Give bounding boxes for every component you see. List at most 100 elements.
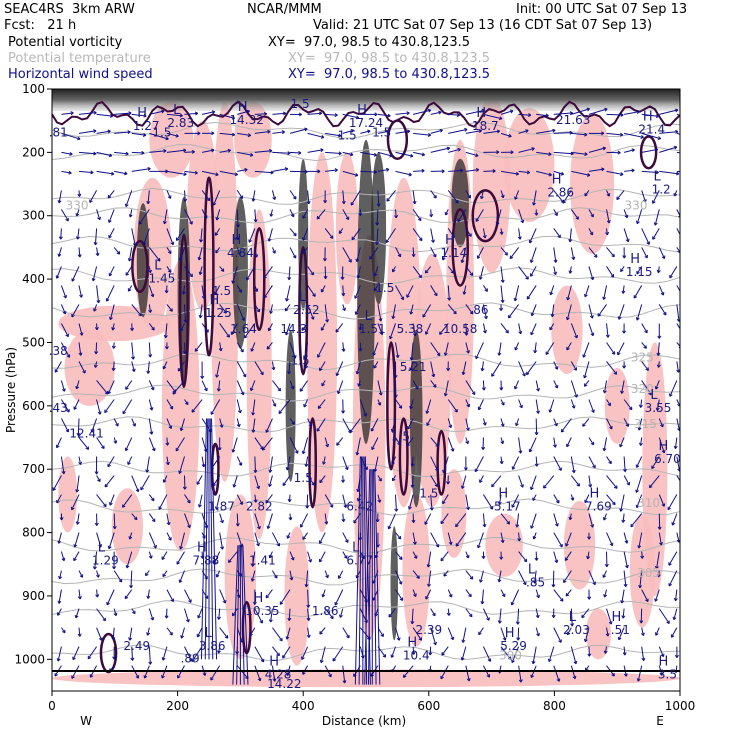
wind-arrowhead [125, 386, 129, 390]
wind-arrowhead [431, 373, 436, 378]
wind-arrowhead [341, 348, 346, 352]
wind-arrowhead [183, 148, 187, 153]
pv-fill-region [335, 152, 359, 305]
wind-arrowhead [373, 152, 378, 157]
wind-arrowhead [625, 238, 630, 243]
wind-arrowhead [409, 405, 414, 410]
wind-arrowhead [267, 129, 271, 134]
wind-arrowhead [495, 221, 500, 226]
wind-vector [148, 437, 156, 451]
pv-contour [178, 233, 189, 389]
pv-fill-region [284, 526, 310, 666]
wind-vector [509, 247, 520, 259]
extremum-value: 2.03 [563, 623, 590, 637]
wind-arrowhead [94, 471, 99, 475]
wind-arrowhead [431, 239, 435, 243]
wind-vector [623, 532, 628, 544]
wind-arrowhead [161, 109, 165, 114]
wind-vector [307, 551, 312, 563]
wind-vector [54, 361, 62, 373]
wind-arrowhead [534, 463, 539, 467]
wind-vector [272, 627, 283, 642]
wind-arrowhead [482, 422, 487, 426]
wind-vector [179, 247, 185, 262]
wind-vector [125, 437, 133, 451]
wind-vector [254, 513, 261, 530]
wind-vector [518, 551, 528, 563]
wind-vector [356, 437, 361, 456]
wind-vector [319, 532, 326, 544]
extremum-value: 1.64 [230, 322, 257, 336]
wind-vector [571, 170, 591, 176]
wind-vector [355, 304, 361, 315]
wind-arrowhead [244, 334, 248, 339]
wind-arrowhead [194, 111, 199, 116]
wind-arrowhead [194, 170, 198, 175]
wind-vector [641, 190, 646, 203]
wind-vector [219, 418, 223, 428]
theta-label: 305 [637, 566, 660, 580]
wind-vector [391, 418, 397, 432]
wind-arrowhead [93, 151, 97, 156]
wind-vector [532, 494, 537, 501]
wind-arrowhead [350, 129, 355, 133]
wind-arrowhead [454, 408, 458, 413]
wind-vector [289, 513, 292, 521]
wind-vector [395, 247, 401, 258]
tropopause-contour [52, 100, 680, 128]
wind-arrowhead [71, 313, 75, 318]
wind-vector [444, 380, 449, 397]
wind-arrowhead [464, 127, 468, 132]
wind-arrowhead [156, 258, 161, 262]
wind-arrowhead [584, 499, 588, 504]
wind-vector [606, 532, 613, 546]
extremum-value: 18.7 [472, 119, 499, 133]
wind-vector [511, 494, 520, 508]
wind-arrowhead [424, 270, 429, 274]
wind-arrowhead [669, 274, 673, 279]
wind-arrowhead [446, 612, 451, 616]
wind-vector [286, 456, 291, 471]
wind-arrowhead [587, 596, 592, 600]
wind-vector [669, 380, 678, 397]
wind-vector [553, 494, 560, 504]
wind-arrowhead [655, 632, 659, 636]
wind-vector [676, 399, 680, 407]
wind-vector [87, 646, 98, 660]
wind-arrowhead [197, 504, 202, 508]
wind-vector [374, 456, 379, 472]
wind-arrowhead [266, 346, 271, 350]
wind-arrowhead [469, 576, 474, 580]
wind-vector [518, 399, 523, 409]
wind-vector [114, 151, 129, 155]
wind-vector [73, 399, 80, 410]
wind-vector [71, 494, 80, 511]
wind-arrowhead [239, 195, 244, 199]
wind-arrowhead [427, 583, 431, 587]
wind-arrowhead [508, 314, 512, 319]
wind-arrowhead [631, 148, 635, 153]
wind-arrowhead [215, 574, 220, 578]
wind-vector [455, 513, 467, 527]
wind-arrowhead [122, 410, 126, 415]
wind-arrowhead [231, 449, 236, 453]
wind-arrowhead [466, 506, 470, 511]
wind-arrowhead [545, 113, 549, 118]
wind-arrowhead [319, 558, 323, 563]
wind-arrowhead [348, 259, 352, 263]
wind-arrowhead [356, 275, 361, 279]
wind-vector [113, 570, 123, 583]
wind-arrowhead [146, 370, 151, 374]
wind-arrowhead [112, 566, 117, 570]
x-tick-label: 0 [48, 699, 56, 713]
wind-arrowhead [397, 535, 402, 540]
wind-arrowhead [125, 272, 130, 276]
wind-vector [571, 108, 590, 115]
wind-arrowhead [424, 521, 428, 525]
wind-vector [271, 247, 276, 254]
wind-vector [410, 304, 414, 315]
extremum-value: 1.45 [149, 271, 176, 285]
wind-arrowhead [625, 423, 630, 427]
wind-arrowhead [304, 169, 308, 174]
wind-vector [588, 323, 594, 336]
